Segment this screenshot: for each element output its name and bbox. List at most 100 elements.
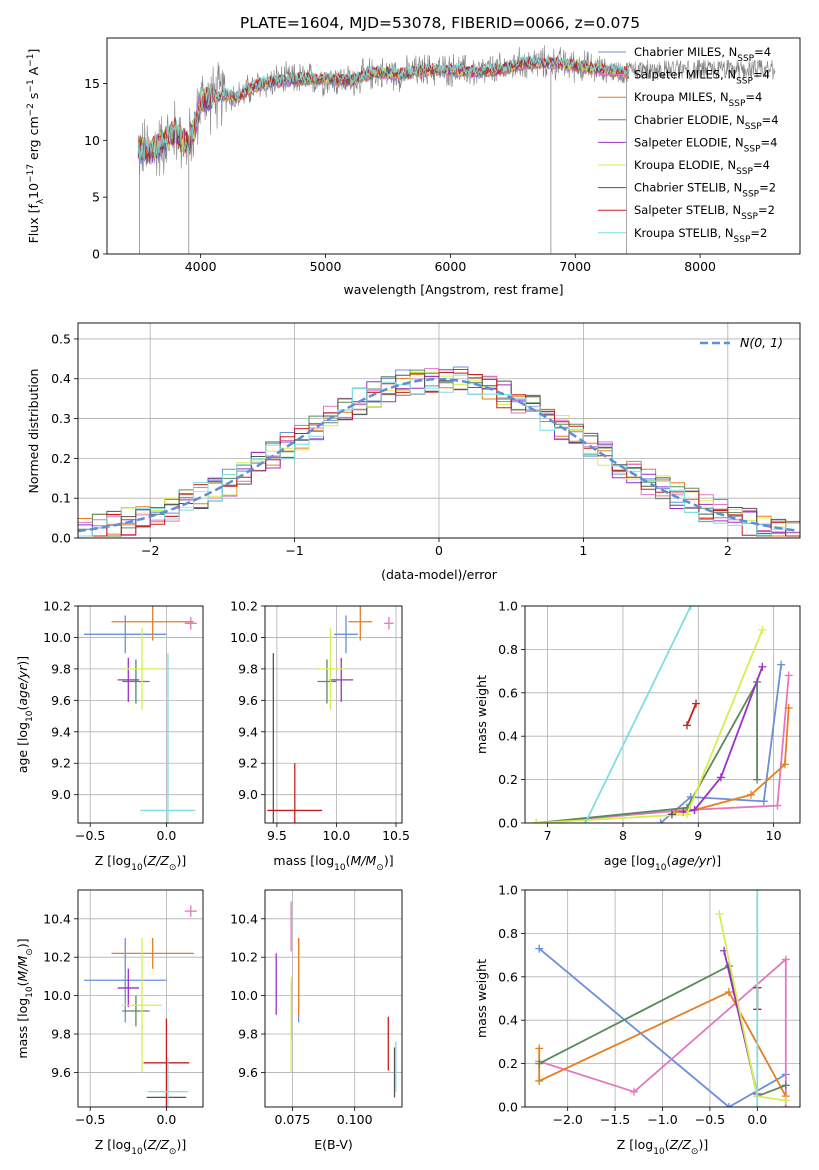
tick-label-x: 0 [435,543,443,558]
tick-label-y: 0.4 [498,1013,518,1028]
weight-marker [724,987,733,996]
tick-label-x: 0.075 [275,1112,311,1127]
errorbar-point [117,968,139,1008]
weight-series [532,625,767,823]
weight-marker [715,909,724,918]
tick-label-x: 0.0 [156,1112,176,1127]
weight-series [532,671,793,823]
tick-label-y: 9.4 [51,724,71,739]
tick-label-y: 9.6 [51,1065,71,1080]
y-axis-label: mass [log10(M/M⊙)] [15,938,35,1058]
panel-age-vs-mass: 9.5 10.0 10.5 9.0 9.2 9.4 9.6 9.8 10.0 10.2 mass [… [230,599,410,874]
tick-label-y: 9.0 [51,787,71,802]
tick-label-y: 15 [84,76,100,91]
weight-line [538,957,787,1107]
weight-marker [777,660,786,669]
weight-line [718,913,786,1102]
x-axis-label: age [log10(age/yr)] [604,853,721,873]
axes-frame [264,889,403,1108]
plot-area-spectrum [137,45,776,254]
errorbar-point [84,938,167,1023]
x-axis-label: (data-model)/error [381,567,498,582]
legend-label: Salpeter ELODIE, NSSP=4 [634,135,777,154]
tick-label-x: −2 [141,543,159,558]
tick-label-y: 1.0 [498,599,518,614]
tick-label-y: 0.5 [51,331,71,346]
panel-mass-weight-vs-age: 7 8 9 10 0.0 0.2 0.4 0.6 0.8 1.0 age [log10(age/yr… [474,599,801,873]
weight-marker [535,1076,544,1085]
tick-label-y: 0.2 [51,451,71,466]
tick-label-x: 1 [579,543,587,558]
weight-marker [753,890,762,894]
errorbar-point [111,606,194,641]
tick-label-x: 5000 [310,259,342,274]
tick-label-x: −1 [285,543,303,558]
weight-marker [692,699,701,708]
legend-label: Kroupa MILES, NSSP=4 [634,90,762,109]
weight-marker [784,671,793,680]
tick-label-y: 0.1 [51,491,71,506]
tick-label-y: 0.6 [498,969,518,984]
panel-mass-vs-EBV: 0.075 0.100 9.6 9.8 10.0 10.2 10.4 E(B-V) [230,889,403,1152]
legend-label: Chabrier STELIB, NSSP=2 [634,181,776,200]
panel-mass-vs-Z: −0.5 0.0 9.6 9.8 10.0 10.2 10.4 Z [log10(Z/Z⊙)]… [15,889,204,1157]
tick-label-y: 9.2 [238,756,258,771]
weight-marker [780,760,789,769]
legend-label: Chabrier ELODIE, NSSP=4 [634,113,779,132]
weight-marker [724,1103,733,1107]
weight-series [581,606,695,823]
weight-marker [535,1044,544,1053]
tick-label-x: −1.0 [647,1112,677,1127]
tick-label-y: 9.6 [238,1065,258,1080]
tick-label-y: 0.8 [498,642,518,657]
y-axis-label: mass weight [474,959,489,1038]
plot-area-age-vs-mass [267,606,394,823]
y-axis-label: mass weight [474,675,489,754]
errorbar-point [267,763,323,823]
tick-label-y: 0.8 [498,926,518,941]
tick-label-y: 10.2 [43,950,71,965]
weight-series [532,677,762,823]
errorbar-point [140,653,196,823]
x-axis-label: wavelength [Angstrom, rest frame] [343,282,563,297]
tick-label-x: −1.5 [600,1112,630,1127]
weight-series [715,909,790,1105]
tick-label-x: 8 [619,828,627,843]
errorbar-point [111,938,194,969]
weight-line [686,703,697,726]
axes-frame [264,605,403,824]
histogram-series [78,371,800,538]
tick-label-x: 10.0 [323,828,351,843]
weight-marker [581,819,590,823]
tick-label-y: 10.4 [230,911,258,926]
model-line [137,56,630,160]
errorbar-point [122,628,162,710]
tick-label-y: 0.4 [51,371,71,386]
panel-residuals: −2 −1 0 1 2 0.0 0.1 0.2 0.3 0.4 0.5 (data-model)/er… [26,322,801,582]
weight-marker [682,810,691,819]
weight-series [720,946,762,1098]
x-axis-label: mass [log10(M/M⊙)] [273,853,393,873]
panel-age-vs-Z: −0.5 0.0 9.0 9.2 9.4 9.6 9.8 10.0 10.2 Z [log10(Z… [15,599,204,873]
tick-label-x: 2 [724,543,732,558]
errorbar-point [329,657,354,702]
histogram-series [78,374,800,538]
errorbar-point [122,938,162,1073]
plot-area-mass-vs-Z [84,905,197,1107]
errorbar-point [122,995,150,1027]
legend-label: Kroupa STELIB, NSSP=2 [634,226,767,245]
y-axis-label: Flux [fλ10−17 erg cm−2 s−1 A−1] [26,49,46,244]
x-axis-label: Z [log10(Z/Z⊙)] [95,1137,186,1157]
tick-label-y: 0.4 [498,729,518,744]
tick-label-y: 9.8 [51,661,71,676]
legend-label: Chabrier MILES, NSSP=4 [634,45,771,64]
errorbar-point [143,1018,190,1107]
tick-label-y: 10 [84,133,100,148]
tick-label-y: 0.3 [51,411,71,426]
tick-label-x: −0.5 [75,1112,105,1127]
tick-label-y: 9.8 [51,1027,71,1042]
weight-marker [781,1081,790,1090]
weight-line [683,666,764,813]
weight-line [538,947,787,1107]
tick-label-x: 9 [694,828,702,843]
